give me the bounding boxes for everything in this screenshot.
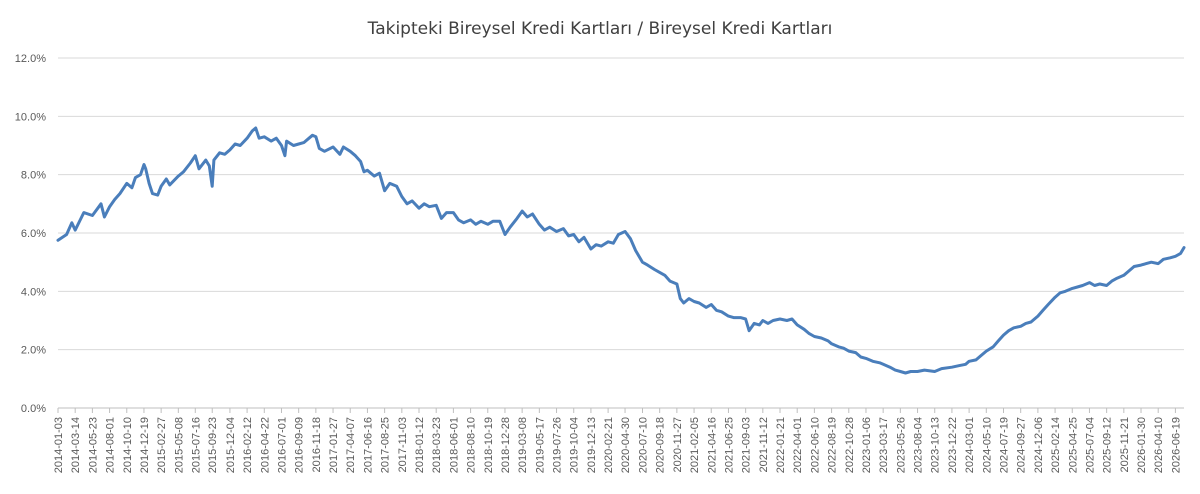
y-tick-label: 4.0%: [21, 286, 46, 298]
x-tick-label: 2018-12-28: [500, 417, 512, 473]
x-tick-label: 2021-02-05: [689, 417, 701, 473]
x-tick-label: 2025-07-04: [1084, 417, 1096, 473]
y-tick-label: 8.0%: [21, 170, 46, 182]
x-tick-label: 2016-07-01: [276, 417, 288, 473]
x-tick-label: 2017-08-25: [380, 417, 392, 473]
x-tick-label: 2021-11-12: [758, 417, 770, 472]
x-tick-label: 2021-06-25: [723, 417, 735, 473]
x-tick-label: 2016-04-22: [259, 417, 271, 473]
x-tick-label: 2017-04-07: [345, 417, 357, 473]
x-tick-label: 2025-11-21: [1119, 417, 1131, 472]
x-tick-label: 2020-09-18: [655, 417, 667, 473]
x-tick-label: 2022-08-19: [827, 417, 839, 473]
gridlines: [58, 57, 1184, 409]
x-tick-label: 2024-07-19: [998, 417, 1010, 473]
x-tick-label: 2022-06-10: [809, 417, 821, 473]
series-group: [56, 126, 1186, 375]
x-tick-label: 2016-09-09: [294, 417, 306, 473]
x-tick-label: 2014-12-19: [139, 417, 151, 473]
x-tick-label: 2016-11-18: [311, 417, 323, 472]
x-tick-label: 2023-10-13: [930, 417, 942, 473]
x-tick-label: 2015-05-08: [173, 417, 185, 473]
x-axis-ticks: 2014-01-03 2014-03-14 2014-05-23 2014-08-01…: [53, 408, 1182, 473]
x-tick-label: 2025-09-12: [1102, 417, 1114, 473]
x-tick-label: 2024-05-10: [981, 417, 993, 473]
x-tick-label: 2023-03-17: [878, 417, 890, 473]
x-tick-label: 2025-04-25: [1067, 417, 1079, 473]
x-tick-label: 2021-04-16: [706, 417, 718, 473]
x-tick-label: 2026-01-30: [1136, 417, 1148, 473]
x-tick-label: 2017-06-16: [362, 417, 374, 473]
x-tick-label: 2019-10-04: [569, 417, 581, 473]
y-tick-label: 6.0%: [21, 228, 46, 240]
y-tick-label: 12.0%: [15, 53, 46, 65]
x-tick-label: 2017-11-03: [397, 417, 409, 472]
x-tick-label: 2014-01-03: [53, 417, 65, 473]
x-tick-label: 2018-03-23: [431, 417, 443, 473]
x-tick-label: 2024-09-27: [1016, 417, 1028, 473]
x-tick-label: 2024-03-01: [964, 417, 976, 473]
x-tick-label: 2014-10-10: [122, 417, 134, 473]
x-tick-label: 2014-05-23: [87, 417, 99, 473]
x-tick-label: 2019-05-17: [534, 417, 546, 473]
x-tick-label: 2018-08-10: [466, 417, 478, 473]
x-tick-label: 2019-12-13: [586, 417, 598, 473]
x-tick-label: 2015-07-16: [190, 417, 202, 473]
x-tick-label: 2020-11-27: [672, 417, 684, 472]
x-tick-label: 2022-01-21: [775, 417, 787, 473]
x-tick-label: 2023-08-04: [913, 417, 925, 473]
x-tick-label: 2024-12-06: [1033, 417, 1045, 473]
x-tick-label: 2022-04-01: [792, 417, 804, 473]
x-tick-label: 2015-02-27: [156, 417, 168, 473]
x-tick-label: 2023-01-06: [861, 417, 873, 473]
x-tick-label: 2018-10-19: [483, 417, 495, 473]
x-tick-label: 2026-06-19: [1170, 417, 1182, 473]
series-line: [56, 126, 1186, 375]
x-tick-label: 2023-12-22: [947, 417, 959, 473]
chart-title: Takipteki Bireysel Kredi Kartları / Bire…: [367, 19, 833, 39]
x-tick-label: 2019-03-08: [517, 417, 529, 473]
y-tick-label: 10.0%: [15, 111, 46, 123]
x-tick-label: 2020-04-30: [620, 417, 632, 473]
y-tick-label: 2.0%: [21, 345, 46, 357]
x-tick-label: 2018-01-12: [414, 417, 426, 473]
x-tick-label: 2026-04-10: [1153, 417, 1165, 473]
x-tick-label: 2019-07-26: [552, 417, 564, 473]
x-tick-label: 2014-08-01: [105, 417, 117, 473]
x-tick-label: 2021-09-03: [741, 417, 753, 473]
x-tick-label: 2020-02-21: [603, 417, 615, 473]
x-tick-label: 2017-01-27: [328, 417, 340, 473]
x-tick-label: 2023-05-26: [895, 417, 907, 473]
x-tick-label: 2018-06-01: [448, 417, 460, 473]
x-tick-label: 2022-10-28: [844, 417, 856, 473]
y-tick-label: 0.0%: [21, 403, 46, 415]
x-tick-label: 2014-03-14: [70, 417, 82, 473]
x-tick-label: 2020-07-10: [637, 417, 649, 473]
x-tick-label: 2015-12-04: [225, 417, 237, 473]
y-axis-ticks: 0.0% 2.0% 4.0% 6.0% 8.0% 10.0% 12.0%: [15, 53, 46, 415]
x-tick-label: 2015-09-23: [207, 417, 219, 473]
x-tick-label: 2025-02-14: [1050, 417, 1062, 473]
x-tick-label: 2016-02-12: [242, 417, 254, 473]
